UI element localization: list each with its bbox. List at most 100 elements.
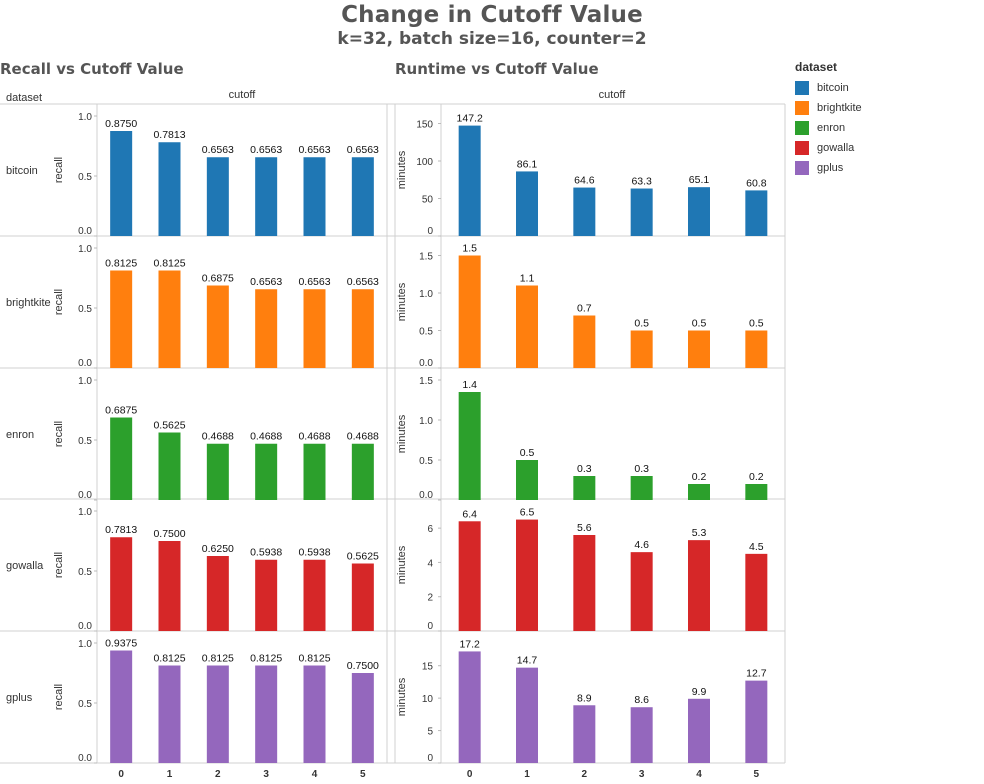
bar-gplus-2 (573, 705, 596, 763)
bar-bitcoin-4 (688, 187, 710, 236)
x-tick-label: 5 (360, 769, 366, 780)
bar-bitcoin-5 (745, 190, 768, 236)
data-label: 0.7500 (347, 660, 379, 672)
data-label: 0.5 (749, 318, 764, 330)
bar-gplus-5 (745, 680, 768, 763)
data-label: 65.1 (689, 174, 710, 186)
data-label: 12.7 (746, 668, 767, 680)
legend-item-gowalla[interactable]: gowalla (795, 138, 862, 158)
data-label: 0.4688 (250, 431, 282, 443)
x-tick-label: 3 (263, 769, 269, 780)
data-label: 0.6250 (202, 543, 234, 555)
legend-label: gowalla (817, 142, 855, 154)
y-axis-title: minutes (396, 545, 408, 584)
data-label: 0.7 (577, 303, 592, 315)
data-label: 0.5 (520, 447, 535, 459)
y-tick-label: 1.0 (78, 376, 92, 387)
y-axis-title: minutes (396, 414, 408, 453)
bar-gowalla-0 (458, 521, 481, 631)
runtime-panel-title: Runtime vs Cutoff Value (395, 60, 599, 78)
legend-swatch (795, 101, 809, 115)
x-tick-label: 1 (524, 769, 530, 780)
legend-swatch (795, 81, 809, 95)
data-label: 0.2 (749, 471, 764, 483)
bar-gplus-0 (110, 650, 133, 763)
data-label: 5.3 (692, 527, 707, 539)
y-tick-label: 0 (427, 621, 433, 632)
recall-panel-title: Recall vs Cutoff Value (0, 60, 184, 78)
row-label-bitcoin: bitcoin (6, 165, 38, 177)
y-tick-label: 6 (427, 524, 433, 535)
data-label: 147.2 (457, 113, 483, 125)
y-tick-label: 1.0 (78, 507, 92, 518)
data-label: 0.8125 (202, 653, 234, 665)
bar-brightkite-2 (573, 315, 596, 368)
data-label: 0.5 (634, 318, 649, 330)
data-label: 0.6563 (298, 144, 330, 156)
legend: dataset bitcoin brightkite enron gowalla gpl… (795, 60, 862, 178)
legend-item-gplus[interactable]: gplus (795, 158, 862, 178)
legend-item-bitcoin[interactable]: bitcoin (795, 78, 862, 98)
data-label: 17.2 (459, 638, 480, 650)
data-label: 0.7500 (153, 528, 185, 540)
x-tick-label: 2 (215, 769, 221, 780)
data-label: 0.6563 (250, 276, 282, 288)
x-axis-title-cutoff: cutoff (599, 89, 627, 101)
bar-enron-1 (516, 460, 538, 500)
data-label: 0.5625 (153, 420, 185, 432)
data-label: 0.9375 (105, 638, 137, 650)
bar-enron-4 (688, 484, 710, 500)
bar-gplus-1 (516, 667, 538, 763)
legend-item-brightkite[interactable]: brightkite (795, 98, 862, 118)
data-label: 0.2 (692, 471, 707, 483)
data-label: 0.3 (577, 463, 592, 475)
data-label: 0.5 (692, 318, 707, 330)
y-tick-label: 0.0 (78, 621, 92, 632)
y-tick-label: 10 (422, 694, 434, 705)
bar-gplus-0 (458, 651, 481, 763)
bar-enron-0 (110, 417, 133, 500)
data-label: 4.6 (634, 539, 649, 551)
bar-gowalla-0 (110, 537, 133, 631)
legend-label: enron (817, 122, 846, 134)
row-label-gowalla: gowalla (6, 560, 44, 572)
bar-bitcoin-1 (516, 171, 538, 236)
bar-enron-5 (745, 484, 768, 500)
bar-bitcoin-1 (158, 142, 181, 236)
data-label: 0.8125 (153, 258, 185, 270)
y-tick-label: 1.0 (78, 112, 92, 123)
data-label: 0.6563 (202, 144, 234, 156)
data-label: 0.8125 (250, 653, 282, 665)
y-tick-label: 0.5 (78, 567, 92, 578)
data-label: 0.7813 (105, 524, 137, 536)
data-label: 5.6 (577, 522, 592, 534)
legend-label: brightkite (817, 102, 862, 114)
y-tick-label: 100 (416, 157, 433, 168)
y-tick-label: 0.5 (78, 172, 92, 183)
bar-bitcoin-0 (110, 131, 133, 236)
bar-gowalla-5 (745, 553, 768, 631)
data-label: 8.9 (577, 692, 592, 704)
x-tick-label: 0 (118, 769, 124, 780)
bar-gplus-4 (688, 698, 710, 763)
y-tick-label: 1.0 (419, 289, 433, 300)
bar-gowalla-4 (303, 559, 326, 631)
data-label: 0.3 (634, 463, 649, 475)
bar-enron-2 (573, 476, 596, 500)
data-label: 0.8125 (153, 653, 185, 665)
data-label: 6.4 (462, 508, 477, 520)
data-label: 0.6563 (250, 144, 282, 156)
legend-swatch (795, 161, 809, 175)
bar-brightkite-1 (516, 285, 538, 368)
legend-swatch (795, 121, 809, 135)
data-label: 60.8 (746, 177, 767, 189)
data-label: 0.4688 (347, 431, 379, 443)
bar-gowalla-1 (158, 541, 181, 631)
bar-bitcoin-3 (255, 157, 278, 236)
bar-bitcoin-4 (303, 157, 326, 236)
legend-item-enron[interactable]: enron (795, 118, 862, 138)
y-tick-label: 1.0 (78, 639, 92, 650)
bar-bitcoin-5 (351, 157, 374, 236)
bar-gplus-4 (303, 665, 326, 763)
